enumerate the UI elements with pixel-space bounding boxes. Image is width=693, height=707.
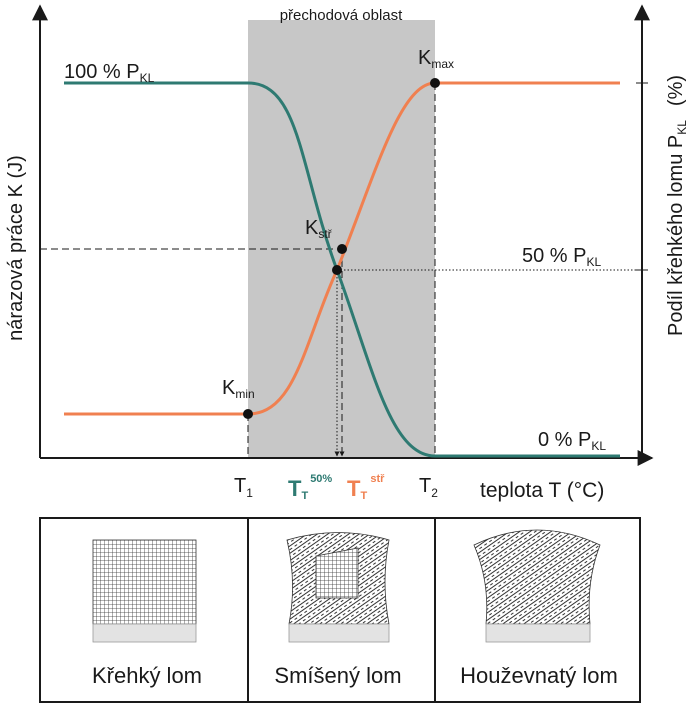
k-min-label: Kmin bbox=[222, 377, 255, 401]
t2-label: T2 bbox=[419, 475, 438, 500]
ductile-label: Houževnatý lom bbox=[460, 663, 618, 688]
p50-point bbox=[332, 265, 342, 275]
y-right-label: Podíl křehkého lomu PKL(%) bbox=[665, 75, 689, 336]
k-max-label: Kmax bbox=[418, 47, 454, 71]
k-min-point bbox=[243, 409, 253, 419]
mixed-specimen bbox=[286, 532, 390, 643]
y-left-label: nárazová práce K (J) bbox=[5, 155, 27, 341]
brittle-label: Křehký lom bbox=[92, 663, 202, 688]
brittle-specimen bbox=[92, 539, 197, 643]
k-max-point bbox=[430, 78, 440, 88]
level-50-label: 50 % PKL bbox=[522, 245, 601, 269]
level-0-label: 0 % PKL bbox=[538, 429, 606, 453]
k-str-point bbox=[337, 244, 347, 254]
mixed-label: Smíšený lom bbox=[274, 663, 401, 688]
k-str-label: Kstř bbox=[305, 217, 333, 241]
ttstr-label: TTstř bbox=[347, 473, 385, 502]
fracture-panel bbox=[39, 517, 641, 703]
tt50-label: TT50% bbox=[288, 473, 332, 502]
t1-label: T1 bbox=[234, 475, 253, 500]
band-label: přechodová oblast bbox=[280, 7, 403, 24]
ductile-specimen bbox=[473, 529, 601, 643]
x-axis-label: teplota T (°C) bbox=[480, 479, 604, 502]
level-100-label: 100 % PKL bbox=[64, 61, 155, 85]
